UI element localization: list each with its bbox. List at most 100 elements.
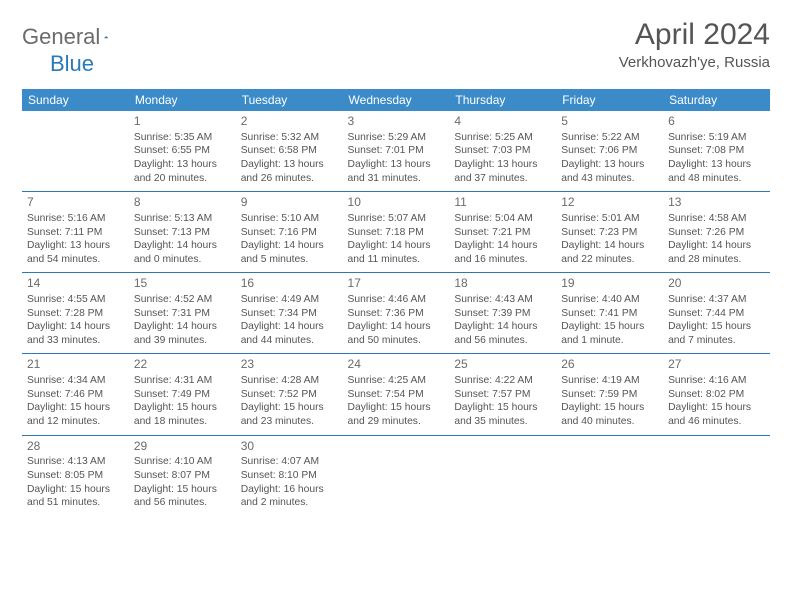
day-cell: 11Sunrise: 5:04 AMSunset: 7:21 PMDayligh… [449, 192, 556, 273]
day-cell: 25Sunrise: 4:22 AMSunset: 7:57 PMDayligh… [449, 354, 556, 435]
day-detail-line: Sunset: 7:39 PM [454, 307, 551, 321]
dow-tuesday: Tuesday [236, 89, 343, 111]
day-detail-line: Sunset: 8:02 PM [668, 388, 765, 402]
day-detail-line: and 12 minutes. [27, 415, 124, 429]
day-detail-line: Sunset: 7:57 PM [454, 388, 551, 402]
day-number: 12 [561, 195, 658, 211]
day-cell: 17Sunrise: 4:46 AMSunset: 7:36 PMDayligh… [343, 273, 450, 354]
day-detail-line: and 0 minutes. [134, 253, 231, 267]
day-cell: 7Sunrise: 5:16 AMSunset: 7:11 PMDaylight… [22, 192, 129, 273]
day-cell: 1Sunrise: 5:35 AMSunset: 6:55 PMDaylight… [129, 111, 236, 192]
day-detail-line: Daylight: 15 hours [454, 401, 551, 415]
day-number: 18 [454, 276, 551, 292]
day-detail-line: Sunset: 6:58 PM [241, 144, 338, 158]
day-detail-line: Sunset: 7:54 PM [348, 388, 445, 402]
day-detail-line: Sunrise: 5:16 AM [27, 212, 124, 226]
day-number: 14 [27, 276, 124, 292]
day-cell: 18Sunrise: 4:43 AMSunset: 7:39 PMDayligh… [449, 273, 556, 354]
day-number: 11 [454, 195, 551, 211]
day-cell [449, 436, 556, 516]
day-detail-line: Sunset: 7:13 PM [134, 226, 231, 240]
day-number: 1 [134, 114, 231, 130]
day-detail-line: Sunset: 7:11 PM [27, 226, 124, 240]
month-title: April 2024 [619, 18, 770, 52]
day-number: 5 [561, 114, 658, 130]
day-cell: 8Sunrise: 5:13 AMSunset: 7:13 PMDaylight… [129, 192, 236, 273]
day-detail-line: Sunrise: 4:40 AM [561, 293, 658, 307]
day-detail-line: Sunset: 7:36 PM [348, 307, 445, 321]
day-number: 26 [561, 357, 658, 373]
day-detail-line: Sunrise: 5:22 AM [561, 131, 658, 145]
day-detail-line: and 26 minutes. [241, 172, 338, 186]
day-cell: 13Sunrise: 4:58 AMSunset: 7:26 PMDayligh… [663, 192, 770, 273]
day-detail-line: Sunset: 8:10 PM [241, 469, 338, 483]
day-number: 28 [27, 439, 124, 455]
day-cell: 23Sunrise: 4:28 AMSunset: 7:52 PMDayligh… [236, 354, 343, 435]
day-detail-line: Sunrise: 4:34 AM [27, 374, 124, 388]
day-detail-line: and 46 minutes. [668, 415, 765, 429]
day-number: 9 [241, 195, 338, 211]
day-detail-line: Sunrise: 4:58 AM [668, 212, 765, 226]
day-cell [343, 436, 450, 516]
day-cell: 15Sunrise: 4:52 AMSunset: 7:31 PMDayligh… [129, 273, 236, 354]
calendar-table: Sunday Monday Tuesday Wednesday Thursday… [22, 89, 770, 516]
day-detail-line: Daylight: 13 hours [134, 158, 231, 172]
day-detail-line: Daylight: 14 hours [561, 239, 658, 253]
day-detail-line: Sunrise: 5:04 AM [454, 212, 551, 226]
day-cell: 30Sunrise: 4:07 AMSunset: 8:10 PMDayligh… [236, 436, 343, 516]
day-detail-line: Daylight: 15 hours [561, 320, 658, 334]
day-number: 29 [134, 439, 231, 455]
day-detail-line: and 16 minutes. [454, 253, 551, 267]
day-number: 4 [454, 114, 551, 130]
day-number: 3 [348, 114, 445, 130]
day-detail-line: Sunset: 7:44 PM [668, 307, 765, 321]
day-detail-line: Sunset: 7:46 PM [27, 388, 124, 402]
day-cell: 22Sunrise: 4:31 AMSunset: 7:49 PMDayligh… [129, 354, 236, 435]
day-detail-line: Sunrise: 4:37 AM [668, 293, 765, 307]
day-detail-line: Sunrise: 5:01 AM [561, 212, 658, 226]
day-detail-line: Daylight: 15 hours [27, 483, 124, 497]
day-detail-line: Sunrise: 4:10 AM [134, 455, 231, 469]
day-detail-line: Daylight: 14 hours [668, 239, 765, 253]
day-detail-line: Sunrise: 5:10 AM [241, 212, 338, 226]
day-number: 7 [27, 195, 124, 211]
day-cell: 2Sunrise: 5:32 AMSunset: 6:58 PMDaylight… [236, 111, 343, 192]
day-detail-line: Sunrise: 5:19 AM [668, 131, 765, 145]
day-detail-line: Sunset: 7:26 PM [668, 226, 765, 240]
day-detail-line: and 23 minutes. [241, 415, 338, 429]
day-detail-line: Daylight: 13 hours [668, 158, 765, 172]
day-number: 24 [348, 357, 445, 373]
day-detail-line: Sunset: 6:55 PM [134, 144, 231, 158]
day-cell: 5Sunrise: 5:22 AMSunset: 7:06 PMDaylight… [556, 111, 663, 192]
week-row: 1Sunrise: 5:35 AMSunset: 6:55 PMDaylight… [22, 111, 770, 192]
day-detail-line: Sunset: 7:52 PM [241, 388, 338, 402]
day-detail-line: and 1 minute. [561, 334, 658, 348]
day-detail-line: Daylight: 13 hours [348, 158, 445, 172]
day-detail-line: Sunrise: 4:22 AM [454, 374, 551, 388]
day-detail-line: Sunrise: 4:46 AM [348, 293, 445, 307]
day-detail-line: Sunset: 8:05 PM [27, 469, 124, 483]
day-cell: 16Sunrise: 4:49 AMSunset: 7:34 PMDayligh… [236, 273, 343, 354]
day-detail-line: Sunrise: 5:35 AM [134, 131, 231, 145]
day-number: 10 [348, 195, 445, 211]
day-detail-line: Daylight: 14 hours [241, 239, 338, 253]
day-cell: 20Sunrise: 4:37 AMSunset: 7:44 PMDayligh… [663, 273, 770, 354]
day-detail-line: Daylight: 14 hours [454, 320, 551, 334]
day-detail-line: Sunrise: 4:52 AM [134, 293, 231, 307]
day-of-week-header: Sunday Monday Tuesday Wednesday Thursday… [22, 89, 770, 111]
day-number: 21 [27, 357, 124, 373]
day-detail-line: Sunrise: 5:07 AM [348, 212, 445, 226]
day-number: 15 [134, 276, 231, 292]
day-cell [22, 111, 129, 192]
logo-text-1: General [22, 24, 100, 50]
day-cell: 27Sunrise: 4:16 AMSunset: 8:02 PMDayligh… [663, 354, 770, 435]
day-detail-line: Sunset: 7:31 PM [134, 307, 231, 321]
logo-text-2: Blue [50, 51, 94, 76]
day-cell: 21Sunrise: 4:34 AMSunset: 7:46 PMDayligh… [22, 354, 129, 435]
day-detail-line: Daylight: 13 hours [454, 158, 551, 172]
day-detail-line: and 7 minutes. [668, 334, 765, 348]
day-number: 23 [241, 357, 338, 373]
day-detail-line: Sunset: 7:03 PM [454, 144, 551, 158]
week-row: 28Sunrise: 4:13 AMSunset: 8:05 PMDayligh… [22, 436, 770, 516]
day-number: 16 [241, 276, 338, 292]
